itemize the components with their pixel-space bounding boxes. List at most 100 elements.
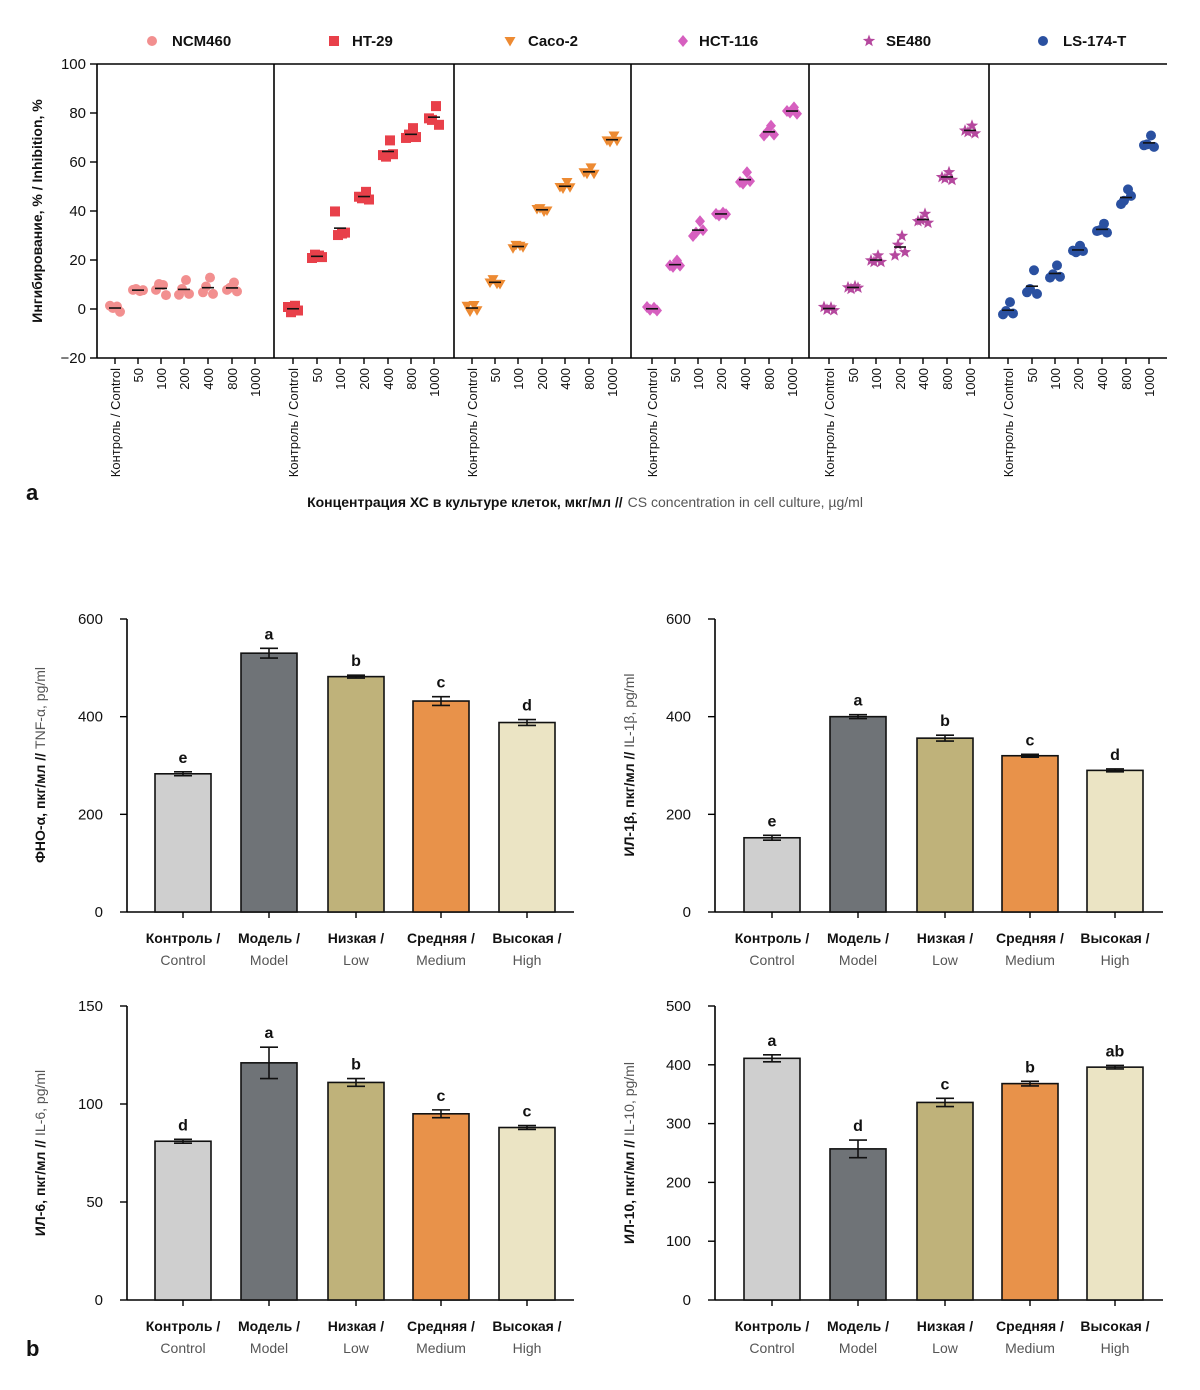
x-tick-label-en: Model	[839, 952, 877, 968]
bar-chart-4: 0 100 200 300 400 500 ИЛ-10, пкг/мл // IL-10, p…	[621, 998, 1163, 1356]
x-tick-label-ru: Средняя /	[407, 930, 475, 946]
bar	[916, 1101, 974, 1301]
y-tick-label: 600	[78, 611, 103, 628]
data-point	[388, 149, 398, 160]
legend-marker	[329, 36, 339, 46]
y-tick-label-a: 60	[69, 154, 86, 171]
x-tick-label-a: 50	[846, 368, 861, 382]
data-point	[283, 302, 293, 312]
significance-letter: e	[179, 750, 188, 767]
data-point	[871, 249, 885, 261]
data-point	[1052, 260, 1062, 271]
y-tick-label-a: −20	[61, 350, 86, 367]
y-axis-title-en: IL-1β, pg/ml	[621, 674, 637, 748]
data-point	[608, 131, 620, 141]
data-point	[330, 206, 340, 217]
bar	[498, 1126, 556, 1301]
y-tick-label: 0	[683, 904, 691, 921]
bar	[1001, 754, 1059, 913]
bar-chart-1: 0 200 400 600 ФНО-α, пкг/мл // TNF-α, pg/ml e К…	[32, 611, 574, 968]
bar	[916, 737, 974, 913]
y-tick-label: 50	[86, 1194, 103, 1211]
data-point	[464, 307, 476, 317]
x-tick-label-a: 1000	[605, 368, 620, 397]
y-tick-label-a: 80	[69, 105, 86, 122]
x-tick-label-a: Контроль / Control	[645, 368, 660, 477]
significance-letter: a	[854, 693, 863, 710]
data-point	[431, 101, 441, 112]
x-tick-label-ru: Модель /	[238, 1318, 300, 1334]
x-tick-label-ru: Контроль /	[735, 1318, 810, 1334]
bar	[1001, 1082, 1059, 1301]
data-point	[411, 132, 421, 143]
y-tick-label: 600	[666, 611, 691, 628]
y-axis-title-en: IL-6, pg/ml	[32, 1070, 48, 1136]
x-tick-label-a: 400	[1095, 368, 1110, 390]
x-tick-label-en: High	[513, 1340, 542, 1356]
data-point	[357, 193, 367, 204]
x-tick-label-a: 50	[310, 368, 325, 382]
data-point	[201, 281, 211, 292]
legend-label: LS-174-T	[1063, 33, 1126, 50]
x-tick-label-a: 100	[869, 368, 884, 390]
bar	[743, 836, 801, 913]
data-point	[361, 186, 371, 197]
data-point	[867, 255, 881, 268]
x-tick-label-a: 400	[381, 368, 396, 390]
series-NCM460	[105, 272, 242, 317]
x-tick-label-en: Medium	[416, 952, 466, 968]
x-tick-label-a: 100	[1048, 368, 1063, 390]
x-tick-label-a: 50	[131, 368, 146, 382]
significance-letter: b	[1025, 1059, 1035, 1076]
data-point	[766, 119, 776, 132]
x-tick-label-a: 200	[714, 368, 729, 390]
y-axis-title-ru: ИЛ-10, пкг/мл //	[621, 1140, 637, 1244]
y-axis-title-ru: ИЛ-6, пкг/мл //	[32, 1140, 48, 1236]
x-axis-title-en: CS concentration in cell culture, µg/ml	[628, 494, 863, 510]
x-tick-label-en: Medium	[1005, 1340, 1055, 1356]
x-axis-title-a: Концентрация ХС в культуре клеток, мкг/м…	[307, 494, 863, 510]
significance-letter: c	[437, 1088, 446, 1105]
x-tick-label-a: 50	[1025, 368, 1040, 382]
x-tick-label-ru: Низкая /	[917, 1318, 974, 1334]
x-tick-label-a: 200	[1071, 368, 1086, 390]
data-point	[427, 114, 437, 125]
x-tick-label-en: High	[513, 952, 542, 968]
x-tick-label-en: Control	[749, 952, 794, 968]
data-point	[848, 279, 862, 292]
x-tick-label-a: 100	[333, 368, 348, 390]
x-tick-label-ru: Контроль /	[146, 1318, 221, 1334]
y-tick-label: 400	[666, 709, 691, 726]
data-point	[942, 165, 956, 178]
x-tick-label-a: 1000	[785, 368, 800, 397]
x-tick-label-ru: Контроль /	[735, 930, 810, 946]
y-axis-title-ru: ИЛ-1β, пкг/мл //	[621, 752, 637, 857]
significance-letter: c	[941, 1076, 950, 1093]
data-point	[921, 216, 935, 229]
x-tick-label-ru: Контроль /	[146, 930, 221, 946]
significance-letter: e	[768, 813, 777, 830]
significance-letter: a	[265, 626, 274, 643]
bar	[327, 675, 385, 913]
x-tick-label-a: 200	[535, 368, 550, 390]
significance-letter: c	[437, 675, 446, 692]
series-SE480	[817, 119, 982, 316]
significance-letter: ab	[1106, 1043, 1125, 1060]
significance-letter: b	[351, 653, 361, 670]
data-point	[1126, 190, 1136, 201]
y-axis-title-ru: ФНО-α, пкг/мл //	[32, 753, 48, 863]
data-point	[364, 194, 374, 205]
significance-letter: a	[768, 1033, 777, 1050]
x-axis-title-ru: Концентрация ХС в культуре клеток, мкг/м…	[307, 494, 623, 510]
x-tick-label-a: Контроль / Control	[822, 368, 837, 477]
series-HT-29	[283, 101, 444, 318]
data-point	[158, 279, 168, 290]
data-point	[895, 229, 909, 242]
legend-marker	[862, 34, 876, 47]
data-point	[184, 288, 194, 299]
x-tick-label-a: 1000	[1142, 368, 1157, 397]
x-tick-label-en: Control	[160, 952, 205, 968]
legend-item-HT-29: HT-29	[329, 33, 393, 50]
y-tick-label-a: 0	[78, 301, 86, 318]
